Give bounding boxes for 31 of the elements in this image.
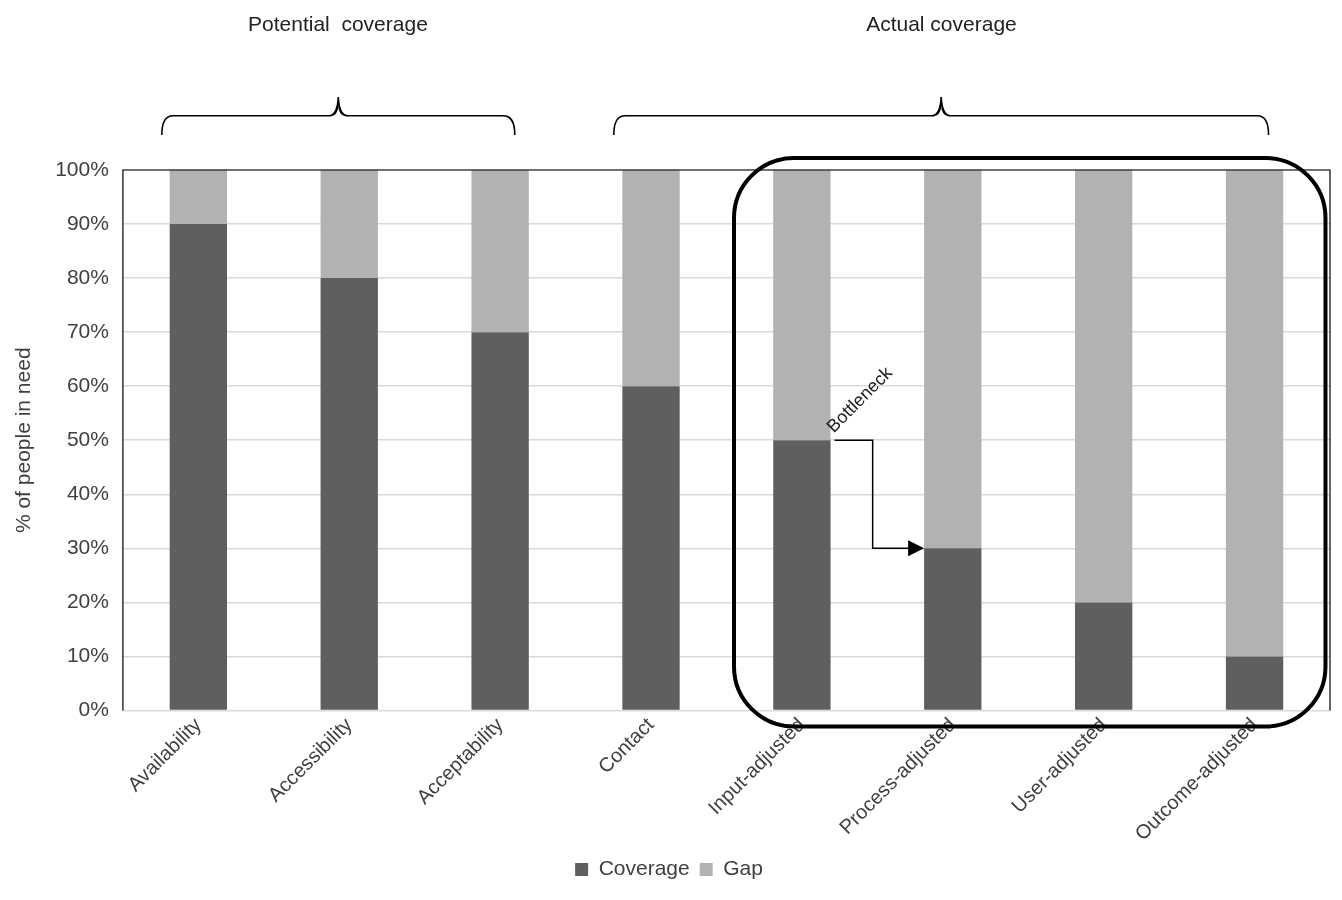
y-tick-label: 100%: [55, 156, 109, 180]
legend-label: Gap: [723, 856, 763, 880]
y-tick-label: 90%: [66, 210, 109, 234]
legend-label: Coverage: [598, 856, 690, 880]
bar: [471, 170, 529, 333]
bar: [320, 170, 378, 279]
y-tick-label: 70%: [66, 318, 109, 342]
bar: [924, 548, 982, 710]
text: Actual coverage: [866, 11, 1017, 35]
y-tick-label: 20%: [66, 589, 109, 613]
bar: [1225, 656, 1284, 710]
bar: [622, 386, 680, 710]
bar: [471, 332, 529, 710]
bar: [924, 170, 982, 549]
y-tick-label: 40%: [66, 481, 109, 505]
bar: [1075, 170, 1133, 603]
y-tick-label: 0%: [78, 697, 109, 721]
y-tick-label: 60%: [66, 372, 109, 396]
bar: [1225, 170, 1284, 657]
bar: [169, 170, 228, 225]
bar: [622, 170, 680, 387]
bar: [169, 224, 228, 710]
bar: [1075, 602, 1133, 710]
y-axis-title: % of people in need: [11, 347, 35, 534]
y-tick-label: 80%: [66, 264, 109, 288]
text: Potential coverage: [248, 11, 428, 35]
bar: [773, 440, 831, 710]
y-tick-label: 10%: [66, 643, 109, 667]
y-tick-label: 50%: [66, 427, 109, 451]
bar: [320, 278, 378, 710]
y-tick-label: 30%: [66, 535, 109, 559]
